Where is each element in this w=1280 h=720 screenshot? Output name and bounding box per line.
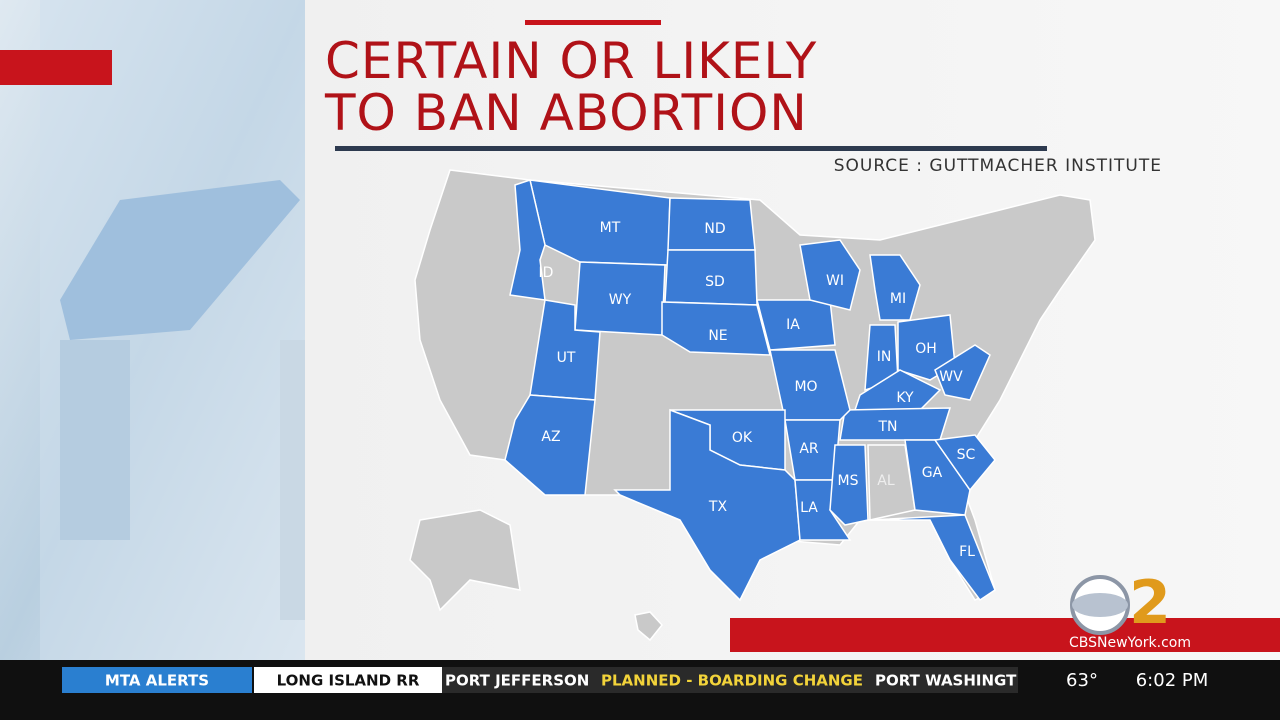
title-underline xyxy=(335,146,1047,151)
state-label: OH xyxy=(915,341,937,357)
state xyxy=(869,514,996,602)
state xyxy=(934,344,991,401)
equipment xyxy=(280,340,305,620)
ticker-mask xyxy=(1018,660,1280,720)
state-label: SD xyxy=(705,274,725,290)
state-label: NE xyxy=(708,328,727,344)
state-label: WY xyxy=(609,292,632,308)
hawaii xyxy=(634,611,663,642)
state-label: TN xyxy=(877,419,897,435)
state-label: WI xyxy=(826,273,844,289)
state xyxy=(504,394,596,496)
logo-mark: 2 xyxy=(1129,568,1171,638)
state xyxy=(933,434,996,492)
state xyxy=(829,444,869,526)
state-label: ND xyxy=(704,221,725,237)
state-label: KY xyxy=(896,390,914,406)
time: 6:02 PM xyxy=(1136,670,1209,691)
state xyxy=(904,439,971,516)
alaska xyxy=(409,509,521,612)
ticker-section-label: LONG ISLAND RR xyxy=(277,672,420,690)
state-label: FL xyxy=(959,544,975,560)
ticker-crawl xyxy=(442,667,1020,693)
state-label: TX xyxy=(708,499,728,515)
state xyxy=(794,479,852,541)
state xyxy=(661,301,771,356)
state xyxy=(756,299,836,351)
chair-base xyxy=(60,340,130,540)
cbs-eye-pupil xyxy=(1072,593,1128,617)
state-label: MT xyxy=(600,220,621,236)
source: SOURCE : GUTTMACHER INSTITUTE xyxy=(834,156,1162,176)
ticker-item: PLANNED - BOARDING CHANGE xyxy=(601,672,863,690)
ticker-item: PORT JEFFERSON xyxy=(445,672,589,690)
state-label: AL xyxy=(877,473,895,489)
ticker-section xyxy=(254,667,442,693)
title: CERTAIN OR LIKELY xyxy=(325,32,817,90)
logo-site: CBSNewYork.com xyxy=(1069,635,1191,651)
state-label: MO xyxy=(794,379,817,395)
state-label: OK xyxy=(732,430,753,446)
state xyxy=(853,369,942,411)
ticker-section-label: MTA ALERTS xyxy=(105,672,209,690)
state-label: AR xyxy=(799,441,819,457)
ticker-section xyxy=(62,667,252,693)
state-label: MS xyxy=(838,473,859,489)
state-label: GA xyxy=(922,465,943,481)
state-label: UT xyxy=(557,350,576,366)
state-label: IA xyxy=(786,317,800,333)
state-label: WV xyxy=(939,369,963,385)
state-label: LA xyxy=(800,500,818,516)
ticker-item: PORT WASHINGT xyxy=(875,672,1017,690)
state-label: MI xyxy=(890,291,906,307)
title-rule xyxy=(525,20,661,25)
state xyxy=(799,239,861,311)
exam-chair xyxy=(60,180,300,340)
state xyxy=(613,408,801,602)
state-label: AZ xyxy=(541,429,560,445)
state-label: SC xyxy=(957,447,976,463)
title: TO BAN ABORTION xyxy=(324,84,808,142)
temperature: 63° xyxy=(1066,670,1098,691)
state xyxy=(509,179,546,301)
red-bar xyxy=(730,618,1280,652)
state xyxy=(769,349,851,421)
state-label: ID xyxy=(539,265,554,281)
state-label: IN xyxy=(877,349,892,365)
red-bar xyxy=(0,50,112,85)
